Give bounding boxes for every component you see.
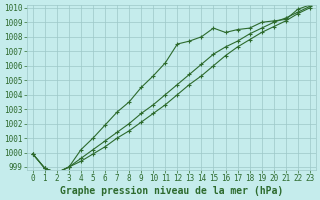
X-axis label: Graphe pression niveau de la mer (hPa): Graphe pression niveau de la mer (hPa) — [60, 186, 283, 196]
